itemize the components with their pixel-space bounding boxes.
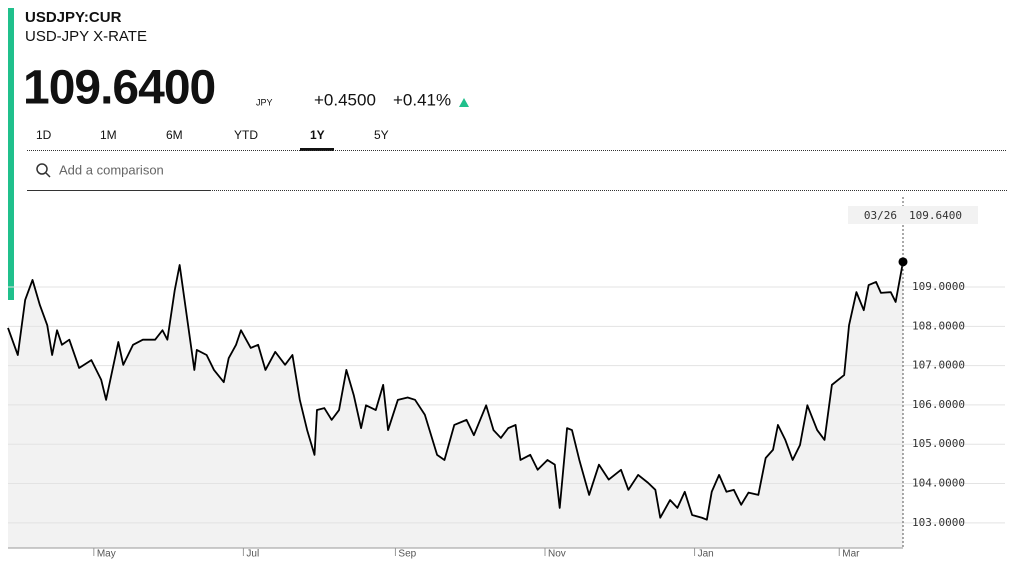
tab-underline bbox=[300, 148, 334, 151]
area bbox=[8, 261, 903, 548]
tab[interactable]: 1Y bbox=[310, 128, 325, 142]
tooltip-value: 109.6400 bbox=[909, 209, 962, 222]
tab[interactable]: 5Y bbox=[374, 128, 389, 142]
accent-bar bbox=[8, 8, 14, 300]
tab[interactable]: 1M bbox=[100, 128, 117, 142]
x-tick-label: Jul bbox=[246, 549, 259, 560]
y-tick-label: 108.0000 bbox=[912, 319, 965, 332]
y-tick-label: 104.0000 bbox=[912, 477, 965, 490]
x-tick-label: May bbox=[97, 549, 116, 560]
tab[interactable]: YTD bbox=[234, 128, 258, 142]
search-icon bbox=[45, 172, 51, 178]
symbol: USDJPY:CUR bbox=[25, 9, 122, 26]
x-tick-label: Sep bbox=[398, 549, 416, 560]
price-line bbox=[7, 261, 904, 521]
y-tick-label: 103.0000 bbox=[912, 516, 965, 529]
tab[interactable]: 1D bbox=[36, 128, 52, 142]
x-tick-label: Nov bbox=[548, 549, 566, 560]
up-arrow bbox=[459, 98, 469, 107]
tooltip-box bbox=[848, 206, 978, 224]
price: 109.6400 bbox=[23, 62, 215, 115]
change: +0.4500 bbox=[314, 90, 376, 109]
tab-bar: 1D 1M 6M YTD 1Y 5Y bbox=[36, 128, 389, 151]
last-point bbox=[898, 257, 908, 267]
change-pct: +0.41% bbox=[393, 90, 451, 109]
currency: JPY bbox=[256, 97, 273, 107]
tab[interactable]: 6M bbox=[166, 128, 183, 142]
y-tick-label: 109.0000 bbox=[912, 280, 965, 293]
search-input[interactable]: Add a comparison bbox=[59, 162, 164, 177]
y-tick-label: 105.0000 bbox=[912, 437, 965, 450]
x-tick-label: Jan bbox=[698, 549, 714, 560]
tooltip-date: 03/26 bbox=[864, 209, 897, 222]
x-tick-label: Mar bbox=[842, 549, 860, 560]
y-tick-label: 107.0000 bbox=[912, 359, 965, 372]
instrument-name: USD-JPY X-RATE bbox=[25, 28, 147, 45]
chart: 103.0000 104.0000 105.0000 106.0000 107.0000… bbox=[7, 197, 1005, 560]
search-icon bbox=[36, 163, 48, 175]
y-tick-label: 106.0000 bbox=[912, 398, 965, 411]
